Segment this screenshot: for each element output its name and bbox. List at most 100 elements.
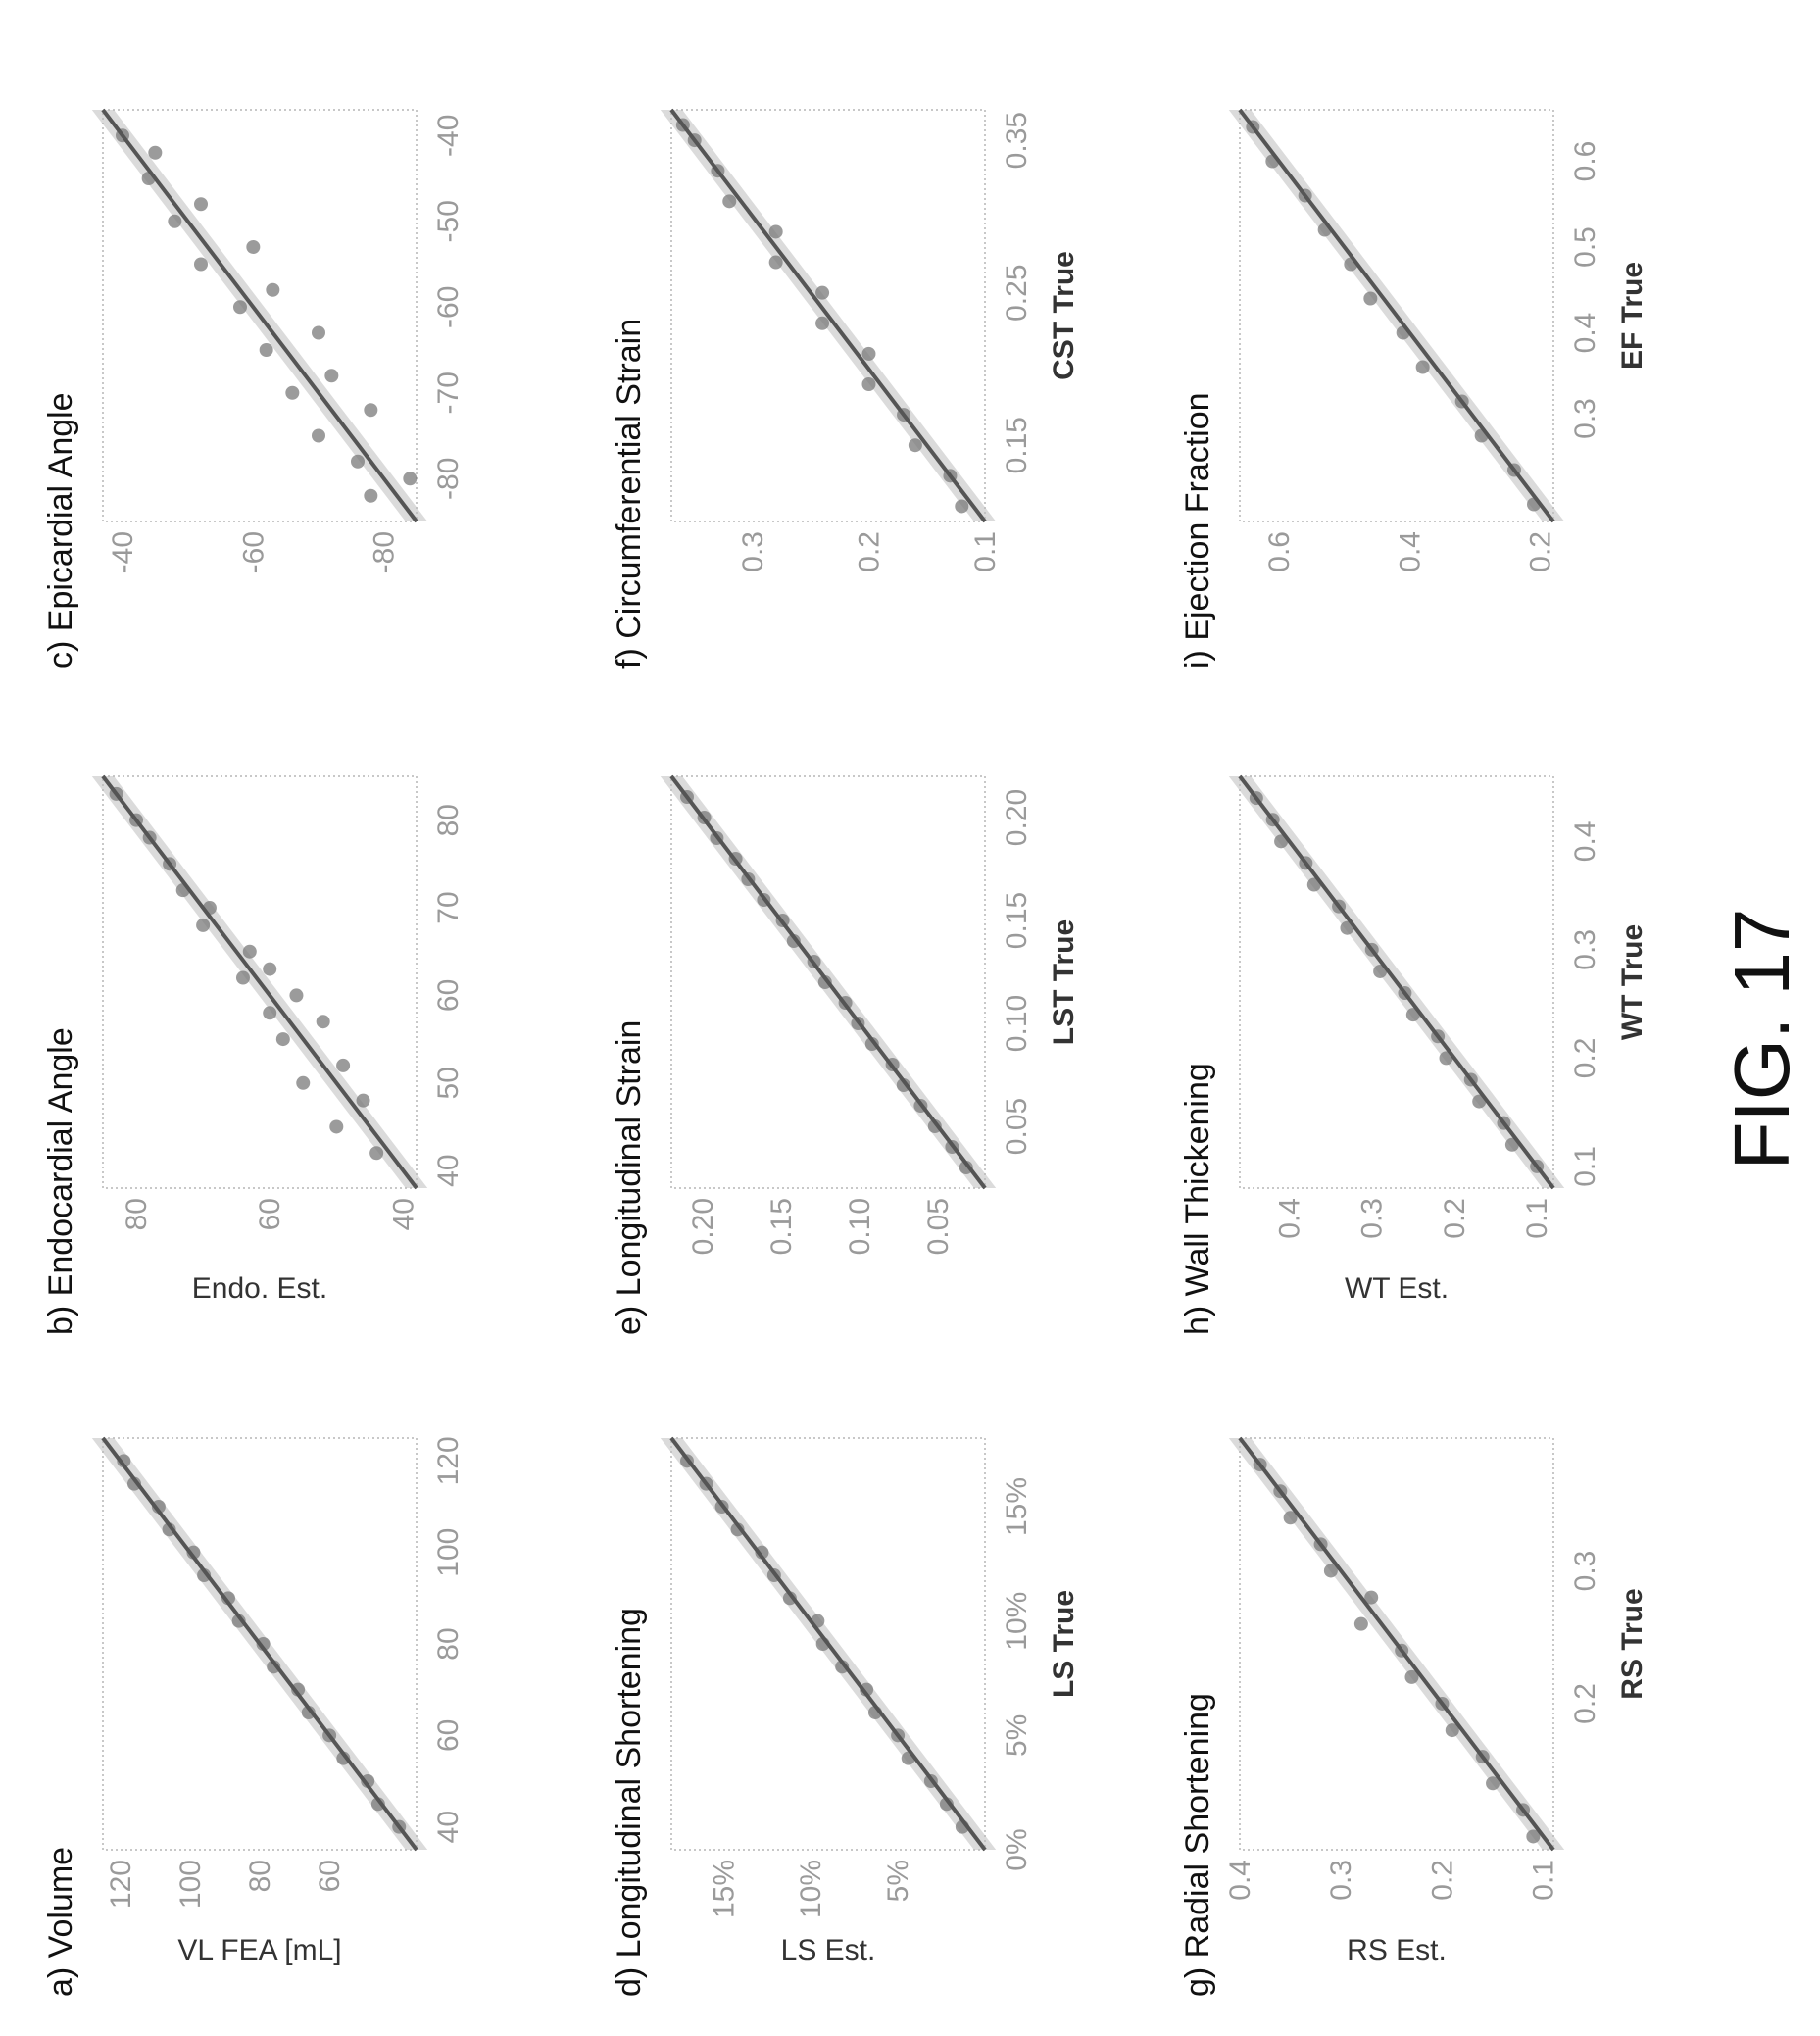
data-point (148, 145, 163, 160)
x-tick-label: 0.3 (1569, 929, 1601, 970)
data-point (221, 1591, 235, 1606)
y-tick-label: -80 (369, 531, 401, 573)
data-point (369, 1146, 384, 1161)
plot-frame (670, 1437, 986, 1851)
x-axis-label: LS True (1048, 1590, 1080, 1698)
data-point (768, 255, 783, 270)
plot-frame (102, 1437, 418, 1851)
y-tick-label: 40 (387, 1198, 419, 1230)
y-axis-label: WT Est. (1345, 1272, 1449, 1305)
x-tick-label: 100 (432, 1528, 465, 1577)
x-tick-label: 5% (1001, 1714, 1033, 1757)
data-point (768, 224, 783, 239)
panel-7: g) Radial Shortening 0.2 0.3 0.1 0.2 0.3 0.4 RS… (1179, 1436, 1648, 1997)
x-tick-label: 0.4 (1569, 820, 1601, 862)
x-tick-label: 60 (432, 979, 465, 1012)
data-point (296, 1075, 311, 1090)
y-axis-label: VL FEA [mL] (177, 1934, 341, 1966)
x-tick-label: 70 (432, 891, 465, 923)
y-tick-label: 10% (795, 1860, 827, 1918)
data-point (782, 1591, 797, 1606)
fit-line (669, 108, 987, 523)
x-tick-label: 0.05 (1001, 1098, 1033, 1155)
y-tick-label: 0.10 (844, 1198, 876, 1255)
data-point (242, 944, 257, 959)
y-tick-label: -40 (107, 531, 139, 573)
x-tick-label: -60 (432, 286, 465, 328)
fit-line (1238, 774, 1555, 1190)
x-tick-label: 0.2 (1569, 1038, 1601, 1079)
panel-1: a) Volume 40 60 80 100 120 60 80 100 120 VL FEA [m… (42, 1436, 465, 1997)
data-point (722, 194, 737, 209)
panel-4: d) Longitudinal Shortening 0% 5% 10% 15% 5% 10… (611, 1436, 1080, 1997)
fit-line (101, 1436, 418, 1852)
x-tick-label: 0.15 (1001, 892, 1033, 949)
x-tick-label: 0.6 (1569, 141, 1601, 182)
data-point (263, 1006, 277, 1020)
data-point (301, 1706, 316, 1719)
x-tick-label: 0.5 (1569, 226, 1601, 268)
data-point (231, 1614, 246, 1628)
data-point (1415, 360, 1430, 374)
plot-frame (1239, 1437, 1554, 1851)
y-tick-label: 0.2 (853, 531, 885, 572)
y-tick-label: 0.3 (1325, 1860, 1357, 1901)
data-point (860, 1682, 874, 1697)
y-tick-label: 60 (254, 1198, 286, 1230)
x-tick-label: -80 (432, 458, 465, 500)
y-tick-label: 80 (121, 1198, 153, 1230)
data-point (162, 1522, 176, 1537)
y-tick-label: 0.2 (1426, 1860, 1458, 1901)
data-point (127, 1476, 141, 1491)
y-tick-label: 0.4 (1224, 1860, 1256, 1901)
x-tick-label: -50 (432, 200, 465, 242)
fit-line (101, 774, 418, 1190)
x-tick-label: 0.3 (1569, 1551, 1601, 1592)
data-point (312, 428, 325, 443)
panel-8: h) Wall Thickening 0.1 0.2 0.3 0.4 0.1 0.2 0.3 0… (1179, 774, 1648, 1335)
data-point (403, 472, 418, 486)
data-point (1363, 291, 1378, 306)
x-tick-label: 0.25 (1001, 264, 1033, 321)
data-point (263, 962, 277, 976)
data-point (194, 197, 208, 212)
data-point (291, 1682, 306, 1697)
figure-caption: FIG. 17 (1718, 909, 1805, 1170)
x-tick-label: 0.2 (1569, 1683, 1601, 1724)
x-tick-label: 60 (432, 1719, 465, 1752)
data-point (351, 454, 365, 469)
data-point (1283, 1511, 1298, 1525)
y-axis-label: Endo. Est. (192, 1272, 327, 1305)
data-point (246, 240, 261, 254)
plot-frame (102, 775, 418, 1189)
data-point (861, 346, 876, 361)
x-tick-label: 40 (432, 1811, 465, 1843)
x-tick-label: -40 (432, 115, 465, 157)
x-axis-label: LST True (1048, 919, 1080, 1045)
fit-line (1238, 108, 1555, 523)
data-point (730, 1522, 745, 1537)
data-point (275, 1032, 290, 1047)
data-point (815, 285, 830, 300)
data-point (289, 988, 304, 1003)
data-point (197, 1568, 212, 1582)
panel-title: d) Longitudinal Shortening (611, 1608, 648, 1997)
fit-line (669, 774, 987, 1190)
plot-frame (670, 775, 986, 1189)
data-point (235, 970, 250, 985)
data-point (256, 1637, 271, 1651)
x-tick-label: 0.4 (1569, 313, 1601, 354)
data-point (815, 316, 830, 330)
data-point (370, 1797, 385, 1812)
panel-title: c) Epicardial Angle (42, 392, 79, 669)
fit-line (669, 1436, 987, 1852)
fit-line (1238, 1436, 1555, 1852)
panel-title: h) Wall Thickening (1179, 1063, 1216, 1335)
data-point (1486, 1776, 1500, 1791)
panel-title: f) Circumferential Strain (611, 319, 648, 669)
y-tick-label: 0.2 (1525, 531, 1557, 572)
x-tick-label: 0.1 (1569, 1146, 1601, 1187)
data-point (285, 385, 300, 400)
plot-frame (102, 109, 418, 522)
